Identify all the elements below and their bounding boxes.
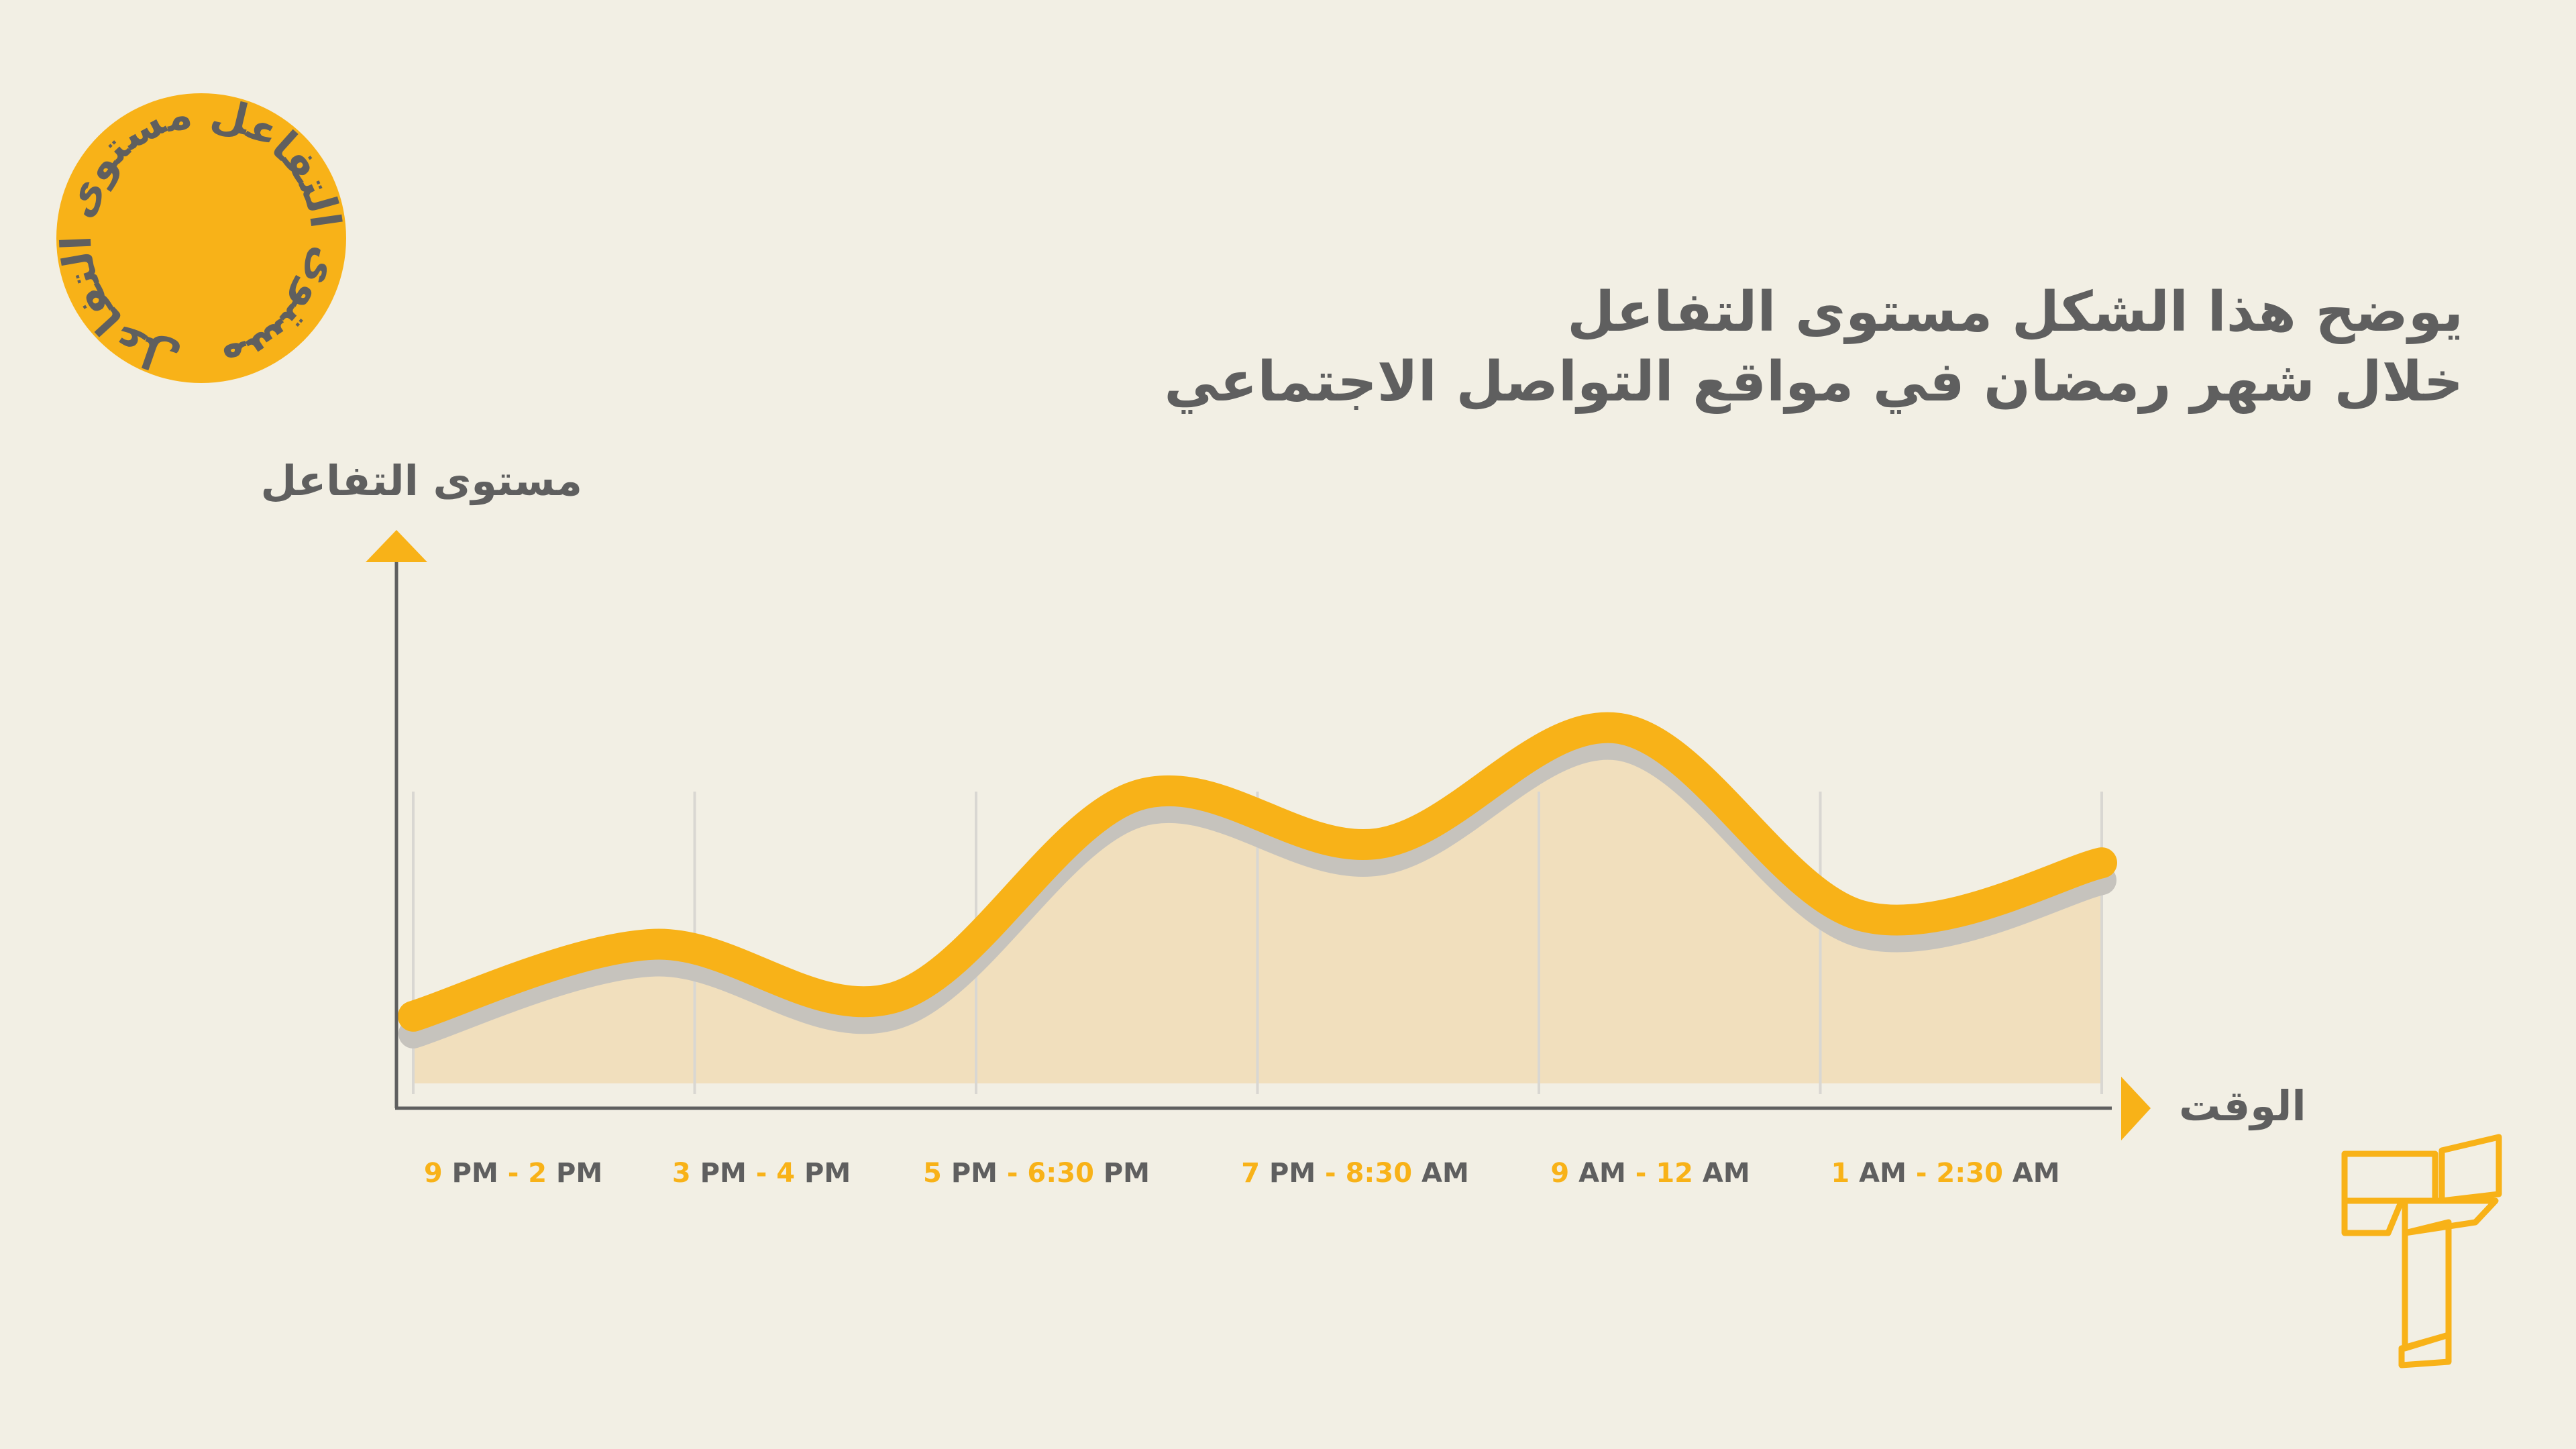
x-tick-label: 9 AM - 12 AM [1550, 1158, 1750, 1189]
x-tick-label: 5 PM - 6:30 PM [923, 1158, 1150, 1189]
chart-title-line-2: خلال شهر رمضان في مواقع التواصل الاجتماع… [1164, 350, 2463, 414]
x-axis-arrow [2121, 1077, 2151, 1140]
x-tick-label: 9 PM - 2 PM [423, 1158, 603, 1189]
y-axis-title: مستوى التفاعل [260, 456, 582, 505]
series-line [398, 712, 2117, 1032]
x-tick-label: 1 AM - 2:30 AM [1831, 1158, 2060, 1189]
plot-area [398, 712, 2117, 1094]
y-axis-arrow [366, 530, 427, 562]
x-tick-label: 3 PM - 4 PM [672, 1158, 851, 1189]
x-tick-label: 7 PM - 8:30 AM [1241, 1158, 1469, 1189]
badge-circle [56, 93, 346, 383]
x-axis-title: الوقت [2179, 1081, 2306, 1130]
logo-icon [2341, 1134, 2502, 1368]
chart-title-line-1: يوضح هذا الشكل مستوى التفاعل [1567, 280, 2463, 344]
badge: مستوى التفاعل مستوى التفاعل [52, 89, 352, 386]
